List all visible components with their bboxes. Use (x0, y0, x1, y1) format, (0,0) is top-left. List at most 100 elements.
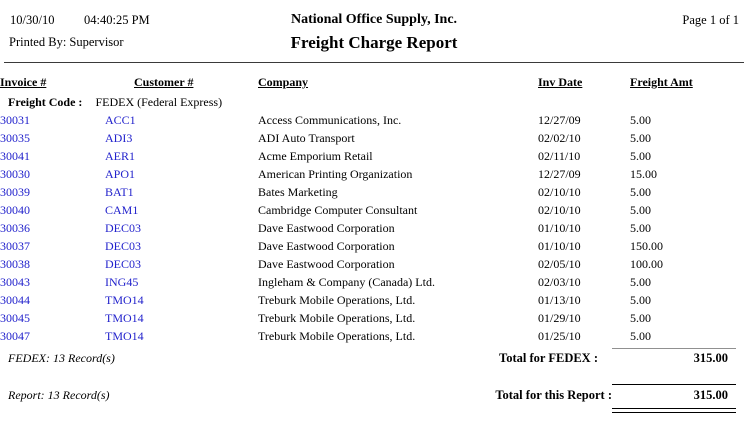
column-header-row: Invoice # Customer # Company Inv Date Fr… (0, 71, 748, 93)
invoice-number-link[interactable]: 30038 (0, 256, 30, 271)
inv-date-cell: 02/02/10 (538, 130, 581, 145)
company-cell: Dave Eastwood Corporation (258, 256, 395, 271)
freight-amt-cell: 5.00 (630, 148, 651, 163)
column-header-inv-date: Inv Date (538, 74, 583, 89)
table-row: 30031 ACC1 Access Communications, Inc. 1… (0, 111, 748, 129)
customer-number-link[interactable]: ING45 (105, 274, 139, 289)
customer-number-link[interactable]: APO1 (105, 166, 136, 181)
invoice-number-link[interactable]: 30039 (0, 184, 30, 199)
invoice-number-link[interactable]: 30047 (0, 328, 30, 343)
freight-amt-cell: 5.00 (630, 274, 651, 289)
table-row: 30044 TMO14 Treburk Mobile Operations, L… (0, 291, 748, 309)
table-row: 30038 DEC03 Dave Eastwood Corporation 02… (0, 255, 748, 273)
report-total-divider (612, 384, 736, 385)
company-cell: Treburk Mobile Operations, Ltd. (258, 310, 416, 325)
inv-date-cell: 01/29/10 (538, 310, 581, 325)
invoice-number-link[interactable]: 30043 (0, 274, 30, 289)
inv-date-cell: 01/25/10 (538, 328, 581, 343)
freight-amt-cell: 5.00 (630, 202, 651, 217)
company-cell: Ingleham & Company (Canada) Ltd. (258, 274, 435, 289)
company-cell: American Printing Organization (258, 166, 413, 181)
group-record-count: FEDEX: 13 Record(s) (8, 351, 115, 365)
invoice-number-link[interactable]: 30036 (0, 220, 30, 235)
group-total-value: 315.00 (693, 351, 728, 365)
invoice-number-link[interactable]: 30031 (0, 112, 30, 127)
freight-code-label: Freight Code : (8, 94, 83, 109)
freight-amt-cell: 5.00 (630, 184, 651, 199)
printed-by: Printed By: Supervisor (9, 35, 124, 49)
inv-date-cell: 02/03/10 (538, 274, 581, 289)
header-divider (4, 62, 744, 63)
inv-date-cell: 02/10/10 (538, 184, 581, 199)
report-table: Invoice # Customer # Company Inv Date Fr… (0, 71, 748, 345)
report-total-label: Total for this Report : (495, 388, 612, 402)
company-cell: Bates Marketing (258, 184, 338, 199)
customer-number-link[interactable]: CAM1 (105, 202, 139, 217)
company-cell: Cambridge Computer Consultant (258, 202, 418, 217)
table-row: 30039 BAT1 Bates Marketing 02/10/10 5.00 (0, 183, 748, 201)
table-row: 30047 TMO14 Treburk Mobile Operations, L… (0, 327, 748, 345)
invoice-number-link[interactable]: 30041 (0, 148, 30, 163)
inv-date-cell: 02/10/10 (538, 202, 581, 217)
report-title: Freight Charge Report (290, 33, 458, 52)
customer-number-link[interactable]: TMO14 (105, 292, 144, 307)
freight-amt-cell: 15.00 (630, 166, 657, 181)
page-indicator: Page 1 of 1 (682, 13, 739, 27)
company-cell: Treburk Mobile Operations, Ltd. (258, 328, 416, 343)
freight-amt-cell: 5.00 (630, 292, 651, 307)
invoice-number-link[interactable]: 30044 (0, 292, 30, 307)
customer-number-link[interactable]: DEC03 (105, 256, 141, 271)
group-total-label: Total for FEDEX : (499, 351, 598, 365)
freight-amt-cell: 5.00 (630, 220, 651, 235)
customer-number-link[interactable]: DEC03 (105, 220, 141, 235)
customer-number-link[interactable]: DEC03 (105, 238, 141, 253)
freight-amt-cell: 5.00 (630, 112, 651, 127)
freight-code-group-row: Freight Code : FEDEX (Federal Express) (0, 93, 748, 111)
inv-date-cell: 02/05/10 (538, 256, 581, 271)
column-header-customer: Customer # (134, 74, 194, 89)
invoice-number-link[interactable]: 30035 (0, 130, 30, 145)
company-cell: Access Communications, Inc. (258, 112, 402, 127)
inv-date-cell: 01/10/10 (538, 238, 581, 253)
inv-date-cell: 02/11/10 (538, 148, 581, 163)
inv-date-cell: 12/27/09 (538, 166, 581, 181)
table-row: 30035 ADI3 ADI Auto Transport 02/02/10 5… (0, 129, 748, 147)
customer-number-link[interactable]: AER1 (105, 148, 135, 163)
column-header-invoice: Invoice # (0, 74, 47, 89)
freight-amt-cell: 150.00 (630, 238, 663, 253)
report-total-value: 315.00 (693, 388, 728, 402)
report-table-rows: Freight Code : FEDEX (Federal Express) 30… (0, 93, 748, 345)
table-row: 30030 APO1 American Printing Organizatio… (0, 165, 748, 183)
table-row: 30043 ING45 Ingleham & Company (Canada) … (0, 273, 748, 291)
company-cell: ADI Auto Transport (258, 130, 355, 145)
company-name: National Office Supply, Inc. (290, 12, 458, 27)
customer-number-link[interactable]: TMO14 (105, 310, 144, 325)
column-header-company: Company (258, 74, 309, 89)
freight-amt-cell: 5.00 (630, 328, 651, 343)
invoice-number-link[interactable]: 30037 (0, 238, 30, 253)
table-row: 30045 TMO14 Treburk Mobile Operations, L… (0, 309, 748, 327)
customer-number-link[interactable]: BAT1 (105, 184, 134, 199)
invoice-number-link[interactable]: 30030 (0, 166, 30, 181)
company-cell: Dave Eastwood Corporation (258, 238, 395, 253)
column-header-freight-amt: Freight Amt (630, 74, 693, 89)
table-row: 30040 CAM1 Cambridge Computer Consultant… (0, 201, 748, 219)
freight-amt-cell: 5.00 (630, 310, 651, 325)
invoice-number-link[interactable]: 30040 (0, 202, 30, 217)
table-row: 30041 AER1 Acme Emporium Retail 02/11/10… (0, 147, 748, 165)
invoice-number-link[interactable]: 30045 (0, 310, 30, 325)
print-time: 04:40:25 PM (84, 13, 150, 27)
customer-number-link[interactable]: ACC1 (105, 112, 136, 127)
inv-date-cell: 01/13/10 (538, 292, 581, 307)
inv-date-cell: 12/27/09 (538, 112, 581, 127)
group-total-divider (612, 348, 736, 349)
customer-number-link[interactable]: TMO14 (105, 328, 144, 343)
company-cell: Acme Emporium Retail (258, 148, 373, 163)
freight-code-value: FEDEX (Federal Express) (95, 94, 223, 109)
print-date: 10/30/10 (10, 13, 55, 27)
company-cell: Treburk Mobile Operations, Ltd. (258, 292, 416, 307)
customer-number-link[interactable]: ADI3 (105, 130, 133, 145)
company-cell: Dave Eastwood Corporation (258, 220, 395, 235)
report-record-count: Report: 13 Record(s) (8, 388, 110, 402)
